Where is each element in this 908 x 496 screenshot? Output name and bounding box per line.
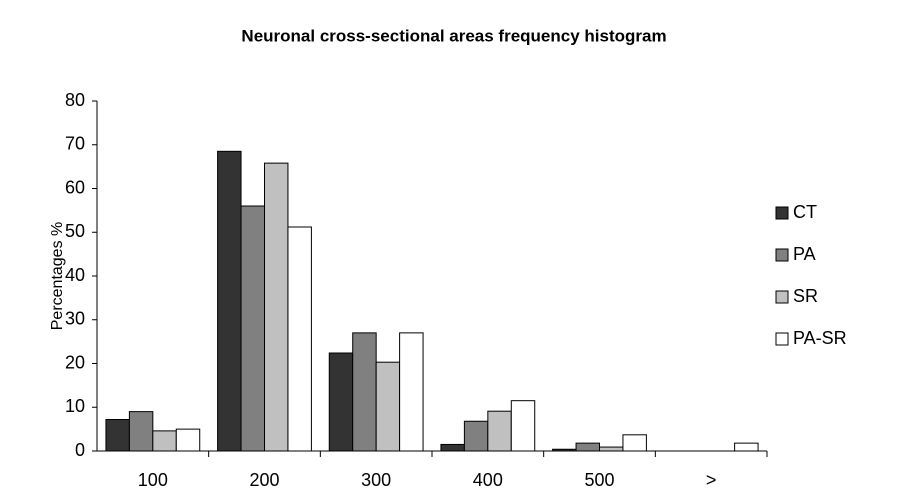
- y-axis-label: Percentages %: [49, 222, 66, 331]
- y-tick-label: 30: [65, 309, 85, 329]
- bar: [375, 361, 401, 452]
- x-tick-label: 400: [473, 470, 503, 490]
- bar: [599, 446, 624, 452]
- y-tick-label: 50: [65, 221, 85, 241]
- legend-swatch: [775, 290, 789, 304]
- x-tick-label: 500: [584, 470, 614, 490]
- y-tick-label: 70: [65, 134, 85, 154]
- bar: [463, 420, 489, 452]
- legend-swatch: [775, 206, 789, 220]
- x-tick-label: 100: [138, 470, 168, 490]
- y-tick-label: 60: [65, 177, 85, 197]
- bar: [152, 430, 177, 452]
- bar: [128, 411, 154, 452]
- bar: [217, 150, 242, 452]
- bar: [575, 442, 600, 452]
- bar: [240, 205, 266, 452]
- y-tick-label: 10: [65, 396, 85, 416]
- bar: [287, 226, 312, 452]
- legend-label: SR: [793, 286, 818, 306]
- y-tick-label: 20: [65, 352, 85, 372]
- x-tick-label: >: [706, 470, 717, 490]
- bar: [734, 442, 759, 452]
- bar: [175, 428, 201, 452]
- bar: [105, 419, 130, 452]
- bar: [510, 400, 536, 452]
- legend-label: PA-SR: [793, 328, 847, 348]
- legend-swatch: [775, 332, 789, 346]
- bar: [399, 332, 424, 452]
- bar: [328, 352, 354, 452]
- y-tick-label: 0: [75, 440, 85, 460]
- chart-title: Neuronal cross-sectional areas frequency…: [241, 26, 666, 45]
- x-tick-label: 200: [249, 470, 279, 490]
- bar: [352, 332, 377, 452]
- bar: [440, 443, 465, 452]
- bar: [622, 434, 647, 452]
- bar: [487, 410, 512, 452]
- y-tick-label: 80: [65, 90, 85, 110]
- legend-swatch: [775, 248, 789, 262]
- legend-label: PA: [793, 244, 816, 264]
- legend-label: CT: [793, 202, 817, 222]
- y-tick-label: 40: [65, 265, 85, 285]
- bar: [264, 162, 289, 452]
- x-tick-label: 300: [361, 470, 391, 490]
